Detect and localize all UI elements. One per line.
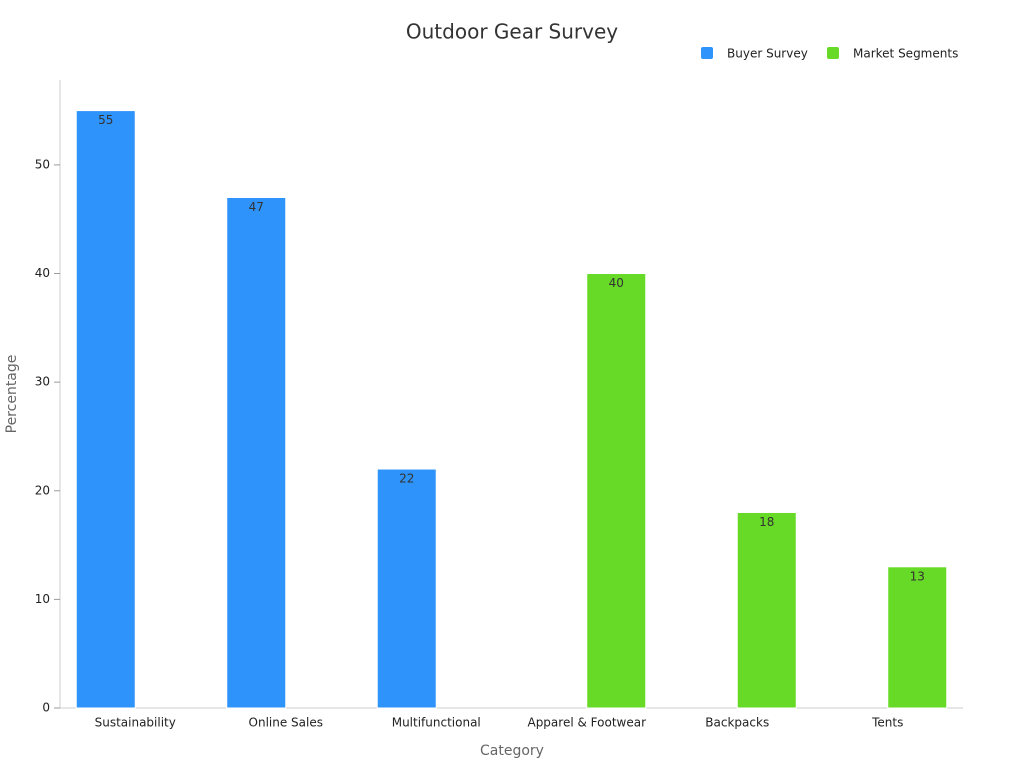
x-tick-label: Tents: [871, 716, 903, 730]
bar: [75, 110, 136, 709]
legend-swatch: [827, 47, 839, 59]
bar: [586, 273, 647, 709]
bar: [736, 511, 797, 709]
y-tick-label: 30: [35, 375, 50, 389]
x-tick-label: Sustainability: [95, 716, 176, 730]
chart-title: Outdoor Gear Survey: [406, 20, 618, 44]
bar: [226, 196, 287, 709]
x-tick-label: Multifunctional: [392, 716, 481, 730]
legend-swatch: [701, 47, 713, 59]
value-label: 55: [98, 113, 113, 127]
x-tick-label: Online Sales: [249, 716, 323, 730]
legend-label: Market Segments: [853, 47, 958, 61]
x-tick-label: Apparel & Footwear: [527, 716, 646, 730]
y-tick-label: 20: [35, 483, 50, 497]
y-axis-title: Percentage: [4, 355, 20, 434]
y-tick-label: 10: [35, 592, 50, 606]
value-label: 40: [609, 276, 624, 290]
legend-label: Buyer Survey: [727, 47, 808, 61]
value-label: 22: [399, 472, 414, 486]
bar: [887, 566, 948, 709]
value-label: 47: [249, 200, 264, 214]
y-tick-label: 40: [35, 266, 50, 280]
bar: [376, 468, 437, 709]
y-tick-label: 0: [42, 701, 50, 715]
value-label: 18: [759, 515, 774, 529]
y-tick-label: 50: [35, 157, 50, 171]
x-axis-title: Category: [480, 743, 544, 759]
x-tick-label: Backpacks: [705, 716, 769, 730]
value-label: 13: [910, 569, 925, 583]
